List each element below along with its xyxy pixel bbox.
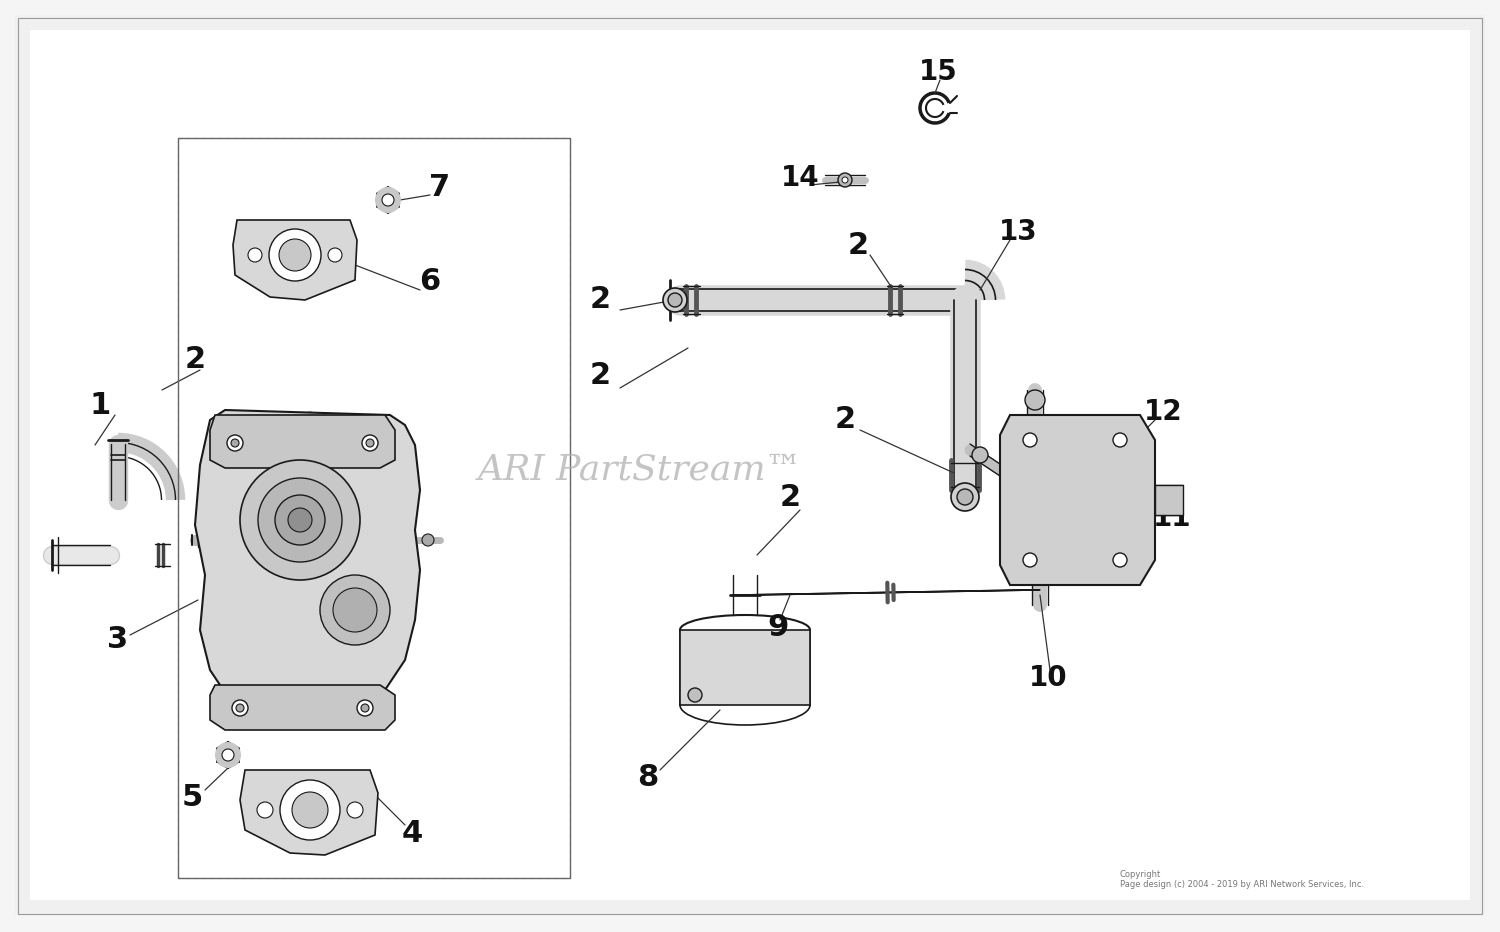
Circle shape <box>226 435 243 451</box>
Polygon shape <box>734 590 1040 595</box>
Text: 2: 2 <box>590 361 610 390</box>
Circle shape <box>236 704 244 712</box>
Circle shape <box>292 792 328 828</box>
Circle shape <box>1113 553 1126 567</box>
Text: 14: 14 <box>780 164 819 192</box>
Text: 1: 1 <box>90 391 111 419</box>
Polygon shape <box>1000 415 1155 585</box>
Circle shape <box>274 495 326 545</box>
Text: 2: 2 <box>184 346 206 375</box>
Circle shape <box>288 508 312 532</box>
Circle shape <box>688 688 702 702</box>
Circle shape <box>279 239 310 271</box>
Circle shape <box>957 489 974 505</box>
Circle shape <box>328 248 342 262</box>
Circle shape <box>333 588 376 632</box>
Text: 12: 12 <box>1143 398 1182 426</box>
Circle shape <box>366 439 374 447</box>
Bar <box>178 138 570 878</box>
Text: 13: 13 <box>999 218 1038 246</box>
Circle shape <box>240 460 360 580</box>
Text: 7: 7 <box>429 173 450 202</box>
Text: 9: 9 <box>768 613 789 642</box>
Text: Copyright
Page design (c) 2004 - 2019 by ARI Network Services, Inc.: Copyright Page design (c) 2004 - 2019 by… <box>1120 870 1364 889</box>
Circle shape <box>1023 553 1036 567</box>
Text: 4: 4 <box>402 818 423 847</box>
Circle shape <box>320 575 390 645</box>
Circle shape <box>668 293 682 307</box>
Circle shape <box>972 447 988 463</box>
Circle shape <box>268 229 321 281</box>
Circle shape <box>362 704 369 712</box>
Text: 2: 2 <box>847 230 868 259</box>
Circle shape <box>256 802 273 818</box>
Bar <box>1155 485 1184 515</box>
Text: 5: 5 <box>182 784 203 813</box>
Circle shape <box>258 478 342 562</box>
Circle shape <box>1023 433 1036 447</box>
Circle shape <box>842 177 848 183</box>
Polygon shape <box>232 220 357 300</box>
Circle shape <box>214 742 242 768</box>
Circle shape <box>232 700 248 716</box>
Polygon shape <box>210 685 394 730</box>
Circle shape <box>248 248 262 262</box>
Text: 3: 3 <box>108 625 129 654</box>
Circle shape <box>839 173 852 187</box>
Text: 15: 15 <box>918 58 957 86</box>
Circle shape <box>346 802 363 818</box>
Text: 11: 11 <box>1152 504 1191 532</box>
Circle shape <box>951 483 980 511</box>
Text: 2: 2 <box>780 484 801 513</box>
Circle shape <box>222 749 234 761</box>
Text: ARI PartStream™: ARI PartStream™ <box>477 453 802 487</box>
Polygon shape <box>195 410 420 720</box>
Circle shape <box>1024 390 1045 410</box>
Polygon shape <box>240 770 378 855</box>
Circle shape <box>422 534 434 546</box>
Text: 2: 2 <box>590 285 610 314</box>
Bar <box>680 630 810 705</box>
Polygon shape <box>210 415 394 468</box>
Circle shape <box>375 187 400 213</box>
Circle shape <box>280 780 340 840</box>
Text: 8: 8 <box>638 762 658 791</box>
Circle shape <box>231 439 238 447</box>
Text: 6: 6 <box>420 267 441 296</box>
Circle shape <box>362 435 378 451</box>
Text: 10: 10 <box>1029 664 1068 692</box>
Circle shape <box>382 194 394 206</box>
Circle shape <box>1113 433 1126 447</box>
Circle shape <box>663 288 687 312</box>
Circle shape <box>357 700 374 716</box>
Text: 2: 2 <box>834 405 855 434</box>
